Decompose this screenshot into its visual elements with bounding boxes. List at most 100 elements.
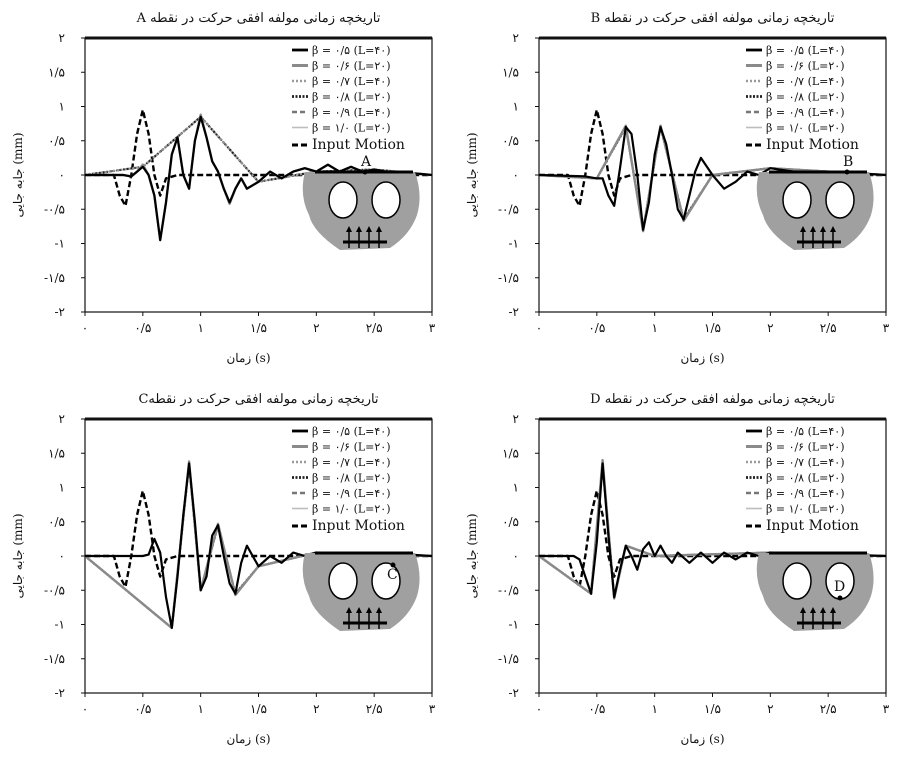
legend-entry: β = ۰/۷ (L=۴۰) (766, 456, 845, 469)
y-tick-label: ۱ (513, 100, 519, 114)
legend-entry: β = ۱/۰ (L=۲۰) (312, 503, 391, 516)
legend-entry: β = ۰/۸ (L=۲۰) (766, 91, 845, 104)
series-line-7 (539, 108, 886, 208)
y-axis-label: جابه جایی (mm) (465, 132, 479, 217)
y-axis-label: جابه جایی (mm) (465, 513, 479, 598)
x-tick-label: ۰/۵ (588, 321, 605, 335)
legend-entry: β = ۰/۶ (L=۲۰) (312, 441, 391, 454)
x-tick-label: ۰ (82, 321, 88, 335)
tunnel-section-inset: B (756, 154, 874, 250)
tunnel-left (328, 181, 358, 219)
x-tick-label: ۱ (197, 702, 203, 716)
x-axis-label: زمان (s) (226, 732, 270, 746)
arrow-head-icon (366, 226, 372, 232)
x-tick-label: ۳ (429, 702, 436, 716)
series-line-2 (539, 124, 886, 233)
series-line-7 (85, 489, 432, 589)
y-tick-label: ۱ (59, 100, 65, 114)
chart-c: تاریخچه زمانی مولفه افقی حرکت در نقطهC ۲ ۱… (11, 392, 436, 746)
arrow-head-icon (800, 226, 806, 232)
legend-entry: β = ۰/۵ (L=۴۰) (766, 44, 845, 57)
x-tick-label: ۲/۵ (820, 321, 837, 335)
y-tick-label: -۲ (509, 305, 520, 319)
legend-entry: β = ۰/۹ (L=۴۰) (766, 106, 845, 119)
y-tick-label: -۰/۵ (498, 202, 519, 216)
chart-panel-d: تاریخچه زمانی مولفه افقی حرکت در نقطه D ۲… (454, 381, 907, 762)
legend-entry: β = ۰/۵ (L=۴۰) (312, 425, 391, 438)
x-tick-label: ۳ (883, 321, 890, 335)
legend-entry: β = ۰/۵ (L=۴۰) (766, 425, 845, 438)
x-tick-label: ۱ (651, 321, 657, 335)
y-axis-label: جابه جایی (mm) (11, 513, 25, 598)
series-line-1 (539, 125, 886, 231)
chart-title: تاریخچه زمانی مولفه افقی حرکت در نقطه D (590, 392, 835, 407)
point-label: D (834, 579, 845, 595)
tunnel-right (371, 562, 401, 600)
point-label: B (843, 154, 853, 170)
legend-entry: β = ۰/۹ (L=۴۰) (312, 487, 391, 500)
chart-b: تاریخچه زمانی مولفه افقی حرکت در نقطه B ۲… (465, 11, 890, 365)
y-tick-label: -۱/۵ (44, 652, 65, 666)
x-tick-label: ۳ (429, 321, 436, 335)
legend-entry: β = ۱/۰ (L=۲۰) (766, 122, 845, 135)
legend-entry: β = ۰/۶ (L=۲۰) (312, 60, 391, 73)
arrow-head-icon (830, 226, 836, 232)
x-tick-label: ۱/۵ (250, 702, 267, 716)
legend-entry: β = ۰/۵ (L=۴۰) (312, 44, 391, 57)
tunnel-section-inset: C (302, 551, 420, 631)
arrow-head-icon (356, 226, 362, 232)
y-tick-label: ۰/۵ (502, 134, 519, 148)
x-tick-label: ۲/۵ (366, 702, 383, 716)
tunnel-section-inset: D (756, 551, 874, 631)
y-tick-label: ۲ (513, 31, 519, 45)
arrow-head-icon (346, 607, 352, 613)
arrow-head-icon (346, 226, 352, 232)
legend-entry: Input Motion (766, 518, 859, 534)
y-tick-label: -۱ (509, 618, 520, 632)
y-tick-label: ۱ (513, 481, 519, 495)
legend-entry: β = ۰/۶ (L=۲۰) (766, 441, 845, 454)
soil-body (756, 172, 874, 250)
chart-panel-b: تاریخچه زمانی مولفه افقی حرکت در نقطه B ۲… (454, 0, 907, 381)
arrow-head-icon (830, 607, 836, 613)
x-tick-label: ۲ (767, 321, 773, 335)
soil-body (302, 553, 420, 631)
x-tick-label: ۱ (651, 702, 657, 716)
y-tick-label: -۲ (55, 686, 66, 700)
legend-entry: Input Motion (312, 518, 405, 534)
x-tick-label: ۱/۵ (704, 702, 721, 716)
y-tick-label: ۰ (59, 168, 65, 182)
y-tick-label: ۲ (59, 31, 65, 45)
chart-d: تاریخچه زمانی مولفه افقی حرکت در نقطه D ۲… (465, 392, 890, 746)
y-tick-label: ۱/۵ (48, 446, 65, 460)
point-marker (844, 169, 850, 175)
point-marker (390, 562, 396, 568)
x-tick-label: ۱/۵ (704, 321, 721, 335)
legend-entry: Input Motion (766, 137, 859, 153)
legend-entry: β = ۱/۰ (L=۲۰) (312, 122, 391, 135)
chart-panel-a: تاریخچه زمانی مولفه افقی حرکت در نقطه A ۲… (0, 0, 453, 381)
arrow-head-icon (366, 607, 372, 613)
x-tick-label: ۰ (82, 702, 88, 716)
chart-title: تاریخچه زمانی مولفه افقی حرکت در نقطه B (591, 11, 835, 26)
x-tick-label: ۲/۵ (366, 321, 383, 335)
chart-panel-c: تاریخچه زمانی مولفه افقی حرکت در نقطهC ۲ ۱… (0, 381, 453, 762)
y-tick-label: -۱ (55, 237, 66, 251)
legend-entry: β = ۰/۸ (L=۲۰) (312, 91, 391, 104)
arrow-head-icon (376, 226, 382, 232)
legend-entry: Input Motion (312, 137, 405, 153)
tunnel-left (782, 562, 812, 600)
y-tick-label: -۱/۵ (498, 271, 519, 285)
y-tick-label: -۱ (55, 618, 66, 632)
y-tick-label: -۱/۵ (44, 271, 65, 285)
y-tick-label: -۲ (509, 686, 520, 700)
chart-title: تاریخچه زمانی مولفه افقی حرکت در نقطه A (136, 11, 381, 26)
point-marker (837, 595, 843, 601)
y-tick-label: ۲ (59, 412, 65, 426)
arrow-head-icon (810, 226, 816, 232)
legend-entry: β = ۰/۶ (L=۲۰) (766, 60, 845, 73)
y-tick-label: ۰/۵ (48, 515, 65, 529)
legend-entry: β = ۰/۷ (L=۴۰) (766, 75, 845, 88)
x-tick-label: ۱ (197, 321, 203, 335)
arrow-head-icon (820, 607, 826, 613)
